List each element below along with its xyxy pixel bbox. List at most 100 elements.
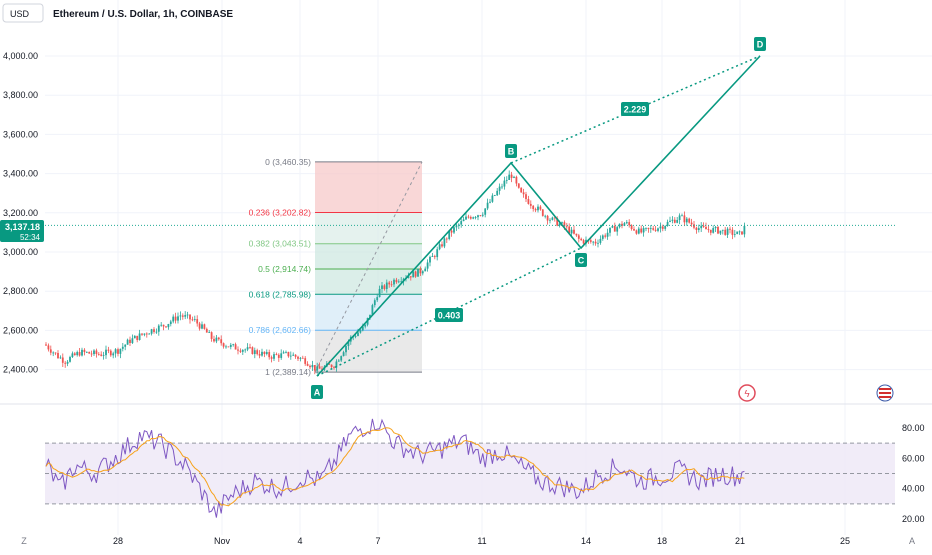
candle-body: [52, 352, 55, 354]
candle-body: [328, 363, 331, 365]
candle-body: [599, 238, 602, 243]
candle-body: [738, 231, 741, 233]
candle-body: [256, 350, 259, 355]
candle-body: [513, 176, 515, 178]
ratio-badge[interactable]: [435, 308, 463, 322]
candle-body: [570, 229, 573, 234]
candle-body: [304, 358, 307, 364]
candle-body: [498, 186, 501, 191]
fib-level-label: 0 (3,460.35): [265, 157, 311, 167]
candle-body: [431, 256, 434, 257]
fib-level-label: 0.618 (2,785.98): [249, 289, 312, 299]
candle-body: [285, 351, 287, 353]
candle-body: [47, 345, 50, 350]
candle-body: [419, 268, 422, 274]
price-tick-label: 3,800.00: [3, 90, 38, 100]
candle-body: [311, 365, 314, 368]
candle-body: [373, 300, 376, 306]
candle-body: [112, 353, 115, 356]
candle-body: [234, 344, 237, 350]
candle-body: [609, 227, 611, 233]
candle-body: [138, 333, 141, 340]
candle-body: [409, 276, 412, 278]
candle-body: [359, 330, 362, 333]
candle-body: [126, 339, 129, 345]
price-tick-label: 4,000.00: [3, 51, 38, 61]
candle-body: [229, 344, 232, 347]
candle-body: [448, 230, 451, 239]
candle-body: [390, 284, 393, 286]
pattern-point-badge[interactable]: [505, 144, 517, 158]
candle-body: [481, 214, 484, 216]
candle-body: [169, 321, 172, 325]
candle-body: [743, 225, 746, 235]
candle-body: [102, 355, 105, 356]
candle-body: [486, 202, 489, 209]
candle-body: [647, 227, 650, 229]
candle-body: [719, 230, 722, 234]
timezone-toggle-z[interactable]: Z: [21, 536, 27, 546]
candle-body: [157, 325, 160, 332]
candle-body: [556, 218, 559, 226]
ratio-badge[interactable]: [621, 102, 649, 116]
candle-body: [301, 357, 304, 359]
candle-body: [421, 271, 424, 274]
candle-body: [508, 174, 511, 180]
candle-body: [383, 285, 386, 289]
candle-body: [186, 314, 189, 316]
candle-body: [239, 350, 242, 352]
candle-body: [150, 329, 153, 334]
fib-zone: [315, 212, 422, 244]
candle-body: [121, 346, 124, 349]
candle-body: [417, 268, 419, 277]
currency-selector[interactable]: [2, 3, 44, 23]
candle-body: [714, 226, 717, 229]
candle-body: [280, 353, 283, 358]
auto-scale-toggle-a[interactable]: A: [909, 536, 915, 546]
candle-body: [153, 329, 155, 332]
candle-body: [623, 223, 626, 226]
candle-body: [181, 315, 184, 317]
pattern-point-badge[interactable]: [311, 385, 323, 399]
candle-body: [201, 324, 203, 329]
candle-body: [649, 228, 652, 229]
flag-stripe-icon: [879, 396, 891, 398]
candle-body: [657, 228, 659, 231]
candle-body: [491, 195, 494, 202]
pattern-point-label: B: [508, 147, 515, 157]
candle-body: [261, 351, 263, 356]
pattern-point-badge[interactable]: [575, 253, 587, 267]
price-tick-label: 3,600.00: [3, 129, 38, 139]
candle-body: [57, 352, 59, 359]
candle-body: [707, 229, 710, 231]
events-icon[interactable]: [738, 384, 756, 402]
candle-body: [371, 305, 374, 315]
candle-body: [515, 176, 518, 184]
candle-body: [522, 192, 525, 195]
candle-body: [683, 215, 686, 223]
fib-zone: [315, 268, 422, 295]
candle-body: [97, 353, 100, 355]
candle-body: [167, 324, 170, 328]
candle-body: [76, 352, 79, 356]
candle-body: [263, 351, 266, 355]
candle-body: [241, 350, 244, 352]
price-tick-label: 2,400.00: [3, 365, 38, 375]
candle-body: [105, 349, 107, 356]
candle-body: [385, 282, 388, 289]
candle-body: [318, 366, 321, 369]
candle-body: [575, 233, 578, 236]
candle-body: [527, 199, 530, 204]
candle-body: [640, 228, 643, 233]
candle-body: [148, 333, 151, 335]
candle-body: [289, 355, 292, 357]
candle-body: [81, 349, 83, 356]
candle-body: [695, 227, 698, 230]
candle-body: [172, 316, 175, 322]
pattern-point-badge[interactable]: [754, 37, 766, 51]
candle-body: [71, 353, 74, 358]
ratio-label: 2.229: [624, 105, 647, 115]
fib-level-label: 0.382 (3,043.51): [249, 239, 312, 249]
